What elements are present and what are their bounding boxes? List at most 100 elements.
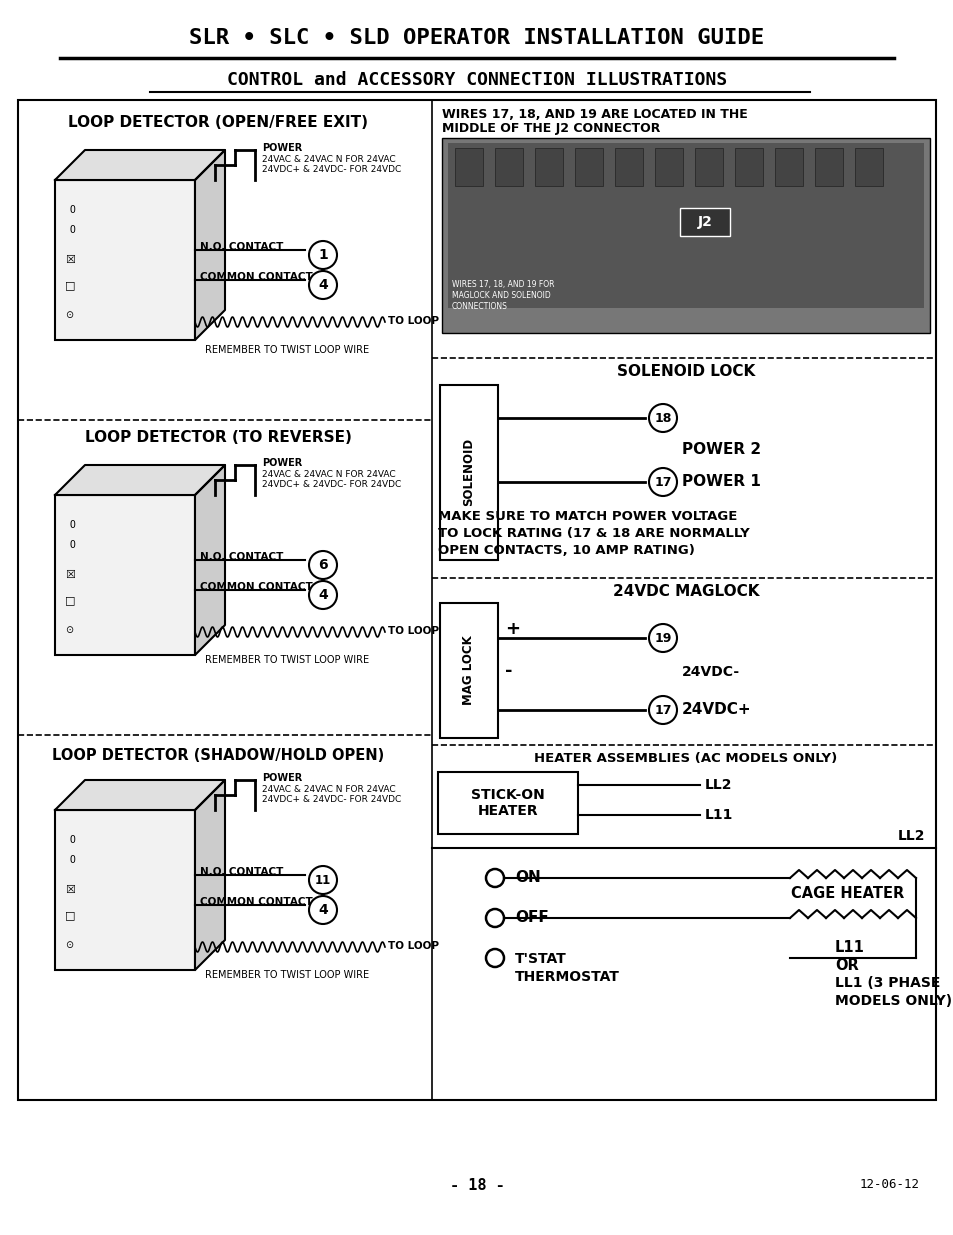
Bar [774,148,802,186]
Bar [575,148,602,186]
Polygon shape [194,781,225,969]
Text: 12-06-12: 12-06-12 [859,1178,919,1192]
Text: COMMON CONTACT: COMMON CONTACT [200,582,313,592]
Bar [679,207,729,236]
Text: 19: 19 [654,631,671,645]
Text: CAGE HEATER: CAGE HEATER [791,885,903,900]
Text: ⊙: ⊙ [65,940,73,950]
Text: 24VDC+ & 24VDC- FOR 24VDC: 24VDC+ & 24VDC- FOR 24VDC [262,165,401,174]
Bar [55,810,194,969]
Text: 24VDC+: 24VDC+ [681,703,751,718]
Polygon shape [194,149,225,340]
Text: 24VDC-: 24VDC- [681,664,740,679]
Bar [439,603,497,739]
Bar [615,148,642,186]
Text: ⊙: ⊙ [65,625,73,635]
Bar [441,138,929,333]
Bar [439,385,497,559]
Text: - 18 -: - 18 - [449,1177,504,1193]
Text: CONTROL and ACCESSORY CONNECTION ILLUSTRATIONS: CONTROL and ACCESSORY CONNECTION ILLUSTR… [227,70,726,89]
Text: ☒: ☒ [65,254,75,266]
Text: WIRES 17, 18, AND 19 ARE LOCATED IN THE: WIRES 17, 18, AND 19 ARE LOCATED IN THE [441,107,747,121]
Text: OFF: OFF [515,910,548,925]
Text: CONNECTIONS: CONNECTIONS [452,303,507,311]
Text: COMMON CONTACT: COMMON CONTACT [200,272,313,282]
Text: □: □ [65,910,75,920]
Text: O: O [70,540,76,550]
Text: □: □ [65,595,75,605]
Polygon shape [194,466,225,655]
Text: POWER: POWER [262,458,302,468]
Bar [535,148,562,186]
Bar [734,148,762,186]
Text: TO LOOP: TO LOOP [388,626,438,636]
Text: 4: 4 [317,588,328,601]
Text: STICK-ON
HEATER: STICK-ON HEATER [471,788,544,818]
Text: REMEMBER TO TWIST LOOP WIRE: REMEMBER TO TWIST LOOP WIRE [205,969,369,981]
Text: O: O [70,225,76,235]
Text: POWER: POWER [262,143,302,153]
Text: LL2: LL2 [704,778,732,792]
Bar [695,148,722,186]
Text: SOLENOID: SOLENOID [462,438,475,506]
Text: LOOP DETECTOR (OPEN/FREE EXIT): LOOP DETECTOR (OPEN/FREE EXIT) [68,115,368,130]
Text: POWER 2: POWER 2 [681,442,760,457]
Polygon shape [55,466,225,495]
Text: 4: 4 [317,278,328,291]
Text: 24VDC+ & 24VDC- FOR 24VDC: 24VDC+ & 24VDC- FOR 24VDC [262,480,401,489]
Text: 4: 4 [317,903,328,918]
Text: 24VDC MAGLOCK: 24VDC MAGLOCK [612,584,759,599]
Text: J2: J2 [697,215,712,228]
Text: SOLENOID LOCK: SOLENOID LOCK [617,364,755,379]
Bar [55,180,194,340]
Bar [448,143,923,308]
Bar [655,148,682,186]
Text: O: O [70,855,76,864]
Text: +: + [504,620,519,638]
Text: T'STAT: T'STAT [515,952,566,966]
Bar [437,772,578,834]
Text: 1: 1 [317,248,328,262]
Text: LL2: LL2 [897,829,924,844]
Text: O: O [70,520,76,530]
Text: ⊙: ⊙ [65,310,73,320]
Text: 24VAC & 24VAC N FOR 24VAC: 24VAC & 24VAC N FOR 24VAC [262,471,395,479]
Text: OPEN CONTACTS, 10 AMP RATING): OPEN CONTACTS, 10 AMP RATING) [437,543,694,557]
Bar [854,148,882,186]
Text: OR: OR [834,958,858,973]
Bar [814,148,842,186]
Polygon shape [55,781,225,810]
Text: HEATER ASSEMBLIES (AC MODELS ONLY): HEATER ASSEMBLIES (AC MODELS ONLY) [534,752,837,764]
Text: POWER: POWER [262,773,302,783]
Text: WIRES 17, 18, AND 19 FOR: WIRES 17, 18, AND 19 FOR [452,280,554,289]
Text: LOOP DETECTOR (SHADOW/HOLD OPEN): LOOP DETECTOR (SHADOW/HOLD OPEN) [51,748,384,763]
Text: MAKE SURE TO MATCH POWER VOLTAGE: MAKE SURE TO MATCH POWER VOLTAGE [437,510,737,522]
Text: REMEMBER TO TWIST LOOP WIRE: REMEMBER TO TWIST LOOP WIRE [205,655,369,664]
Text: O: O [70,835,76,845]
Text: 24VAC & 24VAC N FOR 24VAC: 24VAC & 24VAC N FOR 24VAC [262,156,395,164]
Text: MIDDLE OF THE J2 CONNECTOR: MIDDLE OF THE J2 CONNECTOR [441,122,659,135]
Text: TO LOOP: TO LOOP [388,316,438,326]
Text: 18: 18 [654,411,671,425]
Text: O: O [70,205,76,215]
Polygon shape [55,149,225,180]
Text: MODELS ONLY): MODELS ONLY) [834,994,951,1008]
Text: TO LOCK RATING (17 & 18 ARE NORMALLY: TO LOCK RATING (17 & 18 ARE NORMALLY [437,527,749,540]
Text: LL1 (3 PHASE: LL1 (3 PHASE [834,976,940,990]
Bar [18,100,935,1100]
Text: -: - [504,662,512,680]
Text: □: □ [65,280,75,290]
Text: COMMON CONTACT: COMMON CONTACT [200,897,313,906]
Text: REMEMBER TO TWIST LOOP WIRE: REMEMBER TO TWIST LOOP WIRE [205,345,369,354]
Text: 11: 11 [314,873,331,887]
Text: LOOP DETECTOR (TO REVERSE): LOOP DETECTOR (TO REVERSE) [85,430,351,445]
Text: N.O. CONTACT: N.O. CONTACT [200,867,283,877]
Text: 17: 17 [654,475,671,489]
Text: ON: ON [515,871,540,885]
Text: 6: 6 [318,558,328,572]
Text: 17: 17 [654,704,671,716]
Text: L11: L11 [834,940,864,955]
Text: 24VDC+ & 24VDC- FOR 24VDC: 24VDC+ & 24VDC- FOR 24VDC [262,795,401,804]
Text: SLR • SLC • SLD OPERATOR INSTALLATION GUIDE: SLR • SLC • SLD OPERATOR INSTALLATION GU… [190,28,763,48]
Text: L11: L11 [704,808,733,823]
